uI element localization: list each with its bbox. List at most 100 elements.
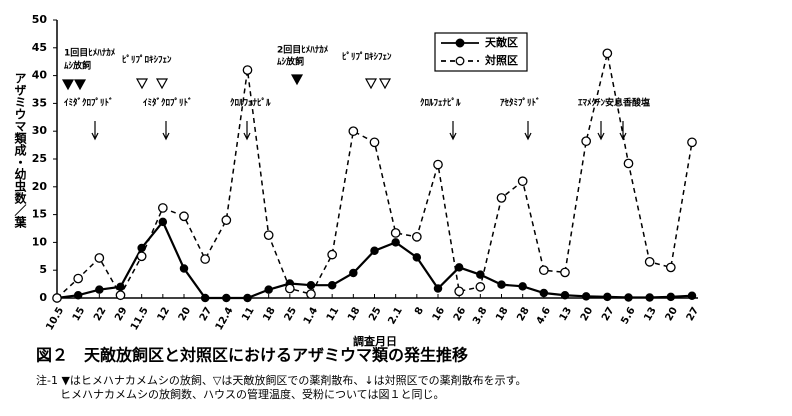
x-tick-label: 4.6 — [535, 305, 553, 326]
x-tick-label: 22 — [92, 305, 109, 323]
y-tick-label: 0 — [39, 291, 47, 304]
annotation: 2回目ﾋﾒﾊﾅｶﾒ — [277, 45, 329, 56]
arrow-head — [449, 132, 457, 141]
data-point — [327, 249, 338, 260]
note: ヒメハナカメムシの放飼数、ハウスの管理温度、受粉については図１と同じ。 — [60, 387, 444, 401]
data-point — [137, 243, 146, 253]
y-tick-label: 25 — [32, 152, 47, 165]
x-tick-label: 8 — [413, 305, 426, 317]
x-tick-label: 13 — [558, 305, 575, 323]
data-point — [518, 282, 527, 291]
data-point — [645, 293, 654, 302]
x-tick-label: 18 — [261, 305, 278, 323]
x-tick-label: 27 — [685, 305, 702, 323]
data-point — [539, 288, 549, 298]
data-point — [666, 292, 676, 302]
legend-label: 対照区 — [484, 53, 518, 67]
data-point — [581, 136, 592, 147]
x-tick-label: 16 — [431, 305, 448, 323]
data-point — [115, 290, 126, 301]
series-line — [56, 53, 693, 299]
data-point — [687, 291, 697, 301]
x-tick-label: 27 — [198, 305, 215, 323]
data-point — [306, 280, 316, 290]
data-point — [222, 293, 231, 303]
legend-label: 天敵区 — [485, 35, 518, 49]
y-tick-label: 45 — [32, 41, 47, 54]
data-point — [179, 264, 189, 273]
x-tick-label: 10.5 — [44, 305, 66, 332]
data-point — [369, 137, 380, 148]
data-point — [284, 283, 295, 294]
x-tick-label: 1.4 — [302, 305, 320, 326]
data-point — [200, 254, 211, 264]
data-point — [687, 137, 697, 148]
x-tick-label: 25 — [367, 305, 384, 323]
data-point — [73, 273, 84, 284]
data-point — [158, 217, 168, 227]
data-point — [179, 211, 189, 222]
y-tick-label: 35 — [32, 96, 47, 109]
data-point — [602, 48, 613, 59]
annotation: ｴﾏﾒｸﾁﾝ安息香酸塩 — [578, 97, 650, 109]
spray-marker — [155, 78, 169, 90]
data-point — [94, 253, 105, 263]
data-point — [242, 65, 253, 75]
x-axis-label: 調査月日 — [353, 334, 397, 348]
x-tick-label: 13 — [642, 305, 659, 323]
data-point — [73, 290, 83, 300]
data-point — [390, 228, 401, 238]
data-point — [665, 262, 676, 273]
data-point — [433, 159, 443, 170]
data-point — [349, 268, 358, 278]
arrow-head — [524, 132, 532, 141]
annotation: ｱｾﾀﾐﾌﾟﾘﾄﾞ — [500, 97, 541, 109]
x-tick-label: 18 — [494, 305, 511, 323]
legend-marker — [455, 56, 465, 66]
x-tick-label: 20 — [664, 305, 681, 323]
data-point — [497, 280, 506, 289]
y-tick-label: 5 — [39, 263, 47, 276]
data-point — [327, 280, 337, 290]
arrow-head — [243, 132, 251, 141]
release-marker — [61, 79, 75, 91]
data-point — [538, 265, 549, 276]
spray-marker — [364, 78, 378, 90]
data-point — [370, 246, 379, 255]
x-tick-label: 20 — [177, 305, 194, 323]
data-point — [52, 293, 62, 303]
data-point — [517, 176, 528, 187]
x-tick-label: 11 — [240, 305, 257, 323]
x-tick-label: 2.1 — [386, 305, 404, 326]
data-point — [560, 290, 570, 300]
y-tick-label: 15 — [32, 208, 47, 221]
annotation: 1回目ﾋﾒﾊﾅｶﾒ — [64, 48, 116, 59]
y-axis-label: アザミウマ類成・幼虫数／葉 — [13, 72, 27, 229]
legend-box — [434, 32, 528, 72]
arrow-head — [162, 132, 170, 141]
data-point — [221, 215, 232, 226]
x-tick-label: 3.8 — [471, 305, 489, 326]
annotation: ｸﾛﾙﾌｪﾅﾋﾟﾙ — [230, 97, 271, 109]
data-point — [264, 285, 273, 294]
x-tick-label: 11.5 — [129, 305, 151, 332]
annotation: ｲﾐﾀﾞｸﾛﾌﾟﾘﾄﾞ — [64, 97, 114, 109]
data-point — [623, 158, 634, 169]
data-point — [157, 203, 168, 213]
y-tick-label: 50 — [32, 13, 48, 26]
data-point — [200, 293, 210, 303]
arrow-head — [597, 132, 605, 141]
x-tick-label: 5.6 — [619, 305, 637, 326]
caption: 図２ 天敵放飼区と対照区におけるアザミウマ類の発生推移 — [36, 346, 468, 365]
data-point — [603, 292, 612, 302]
release-marker — [73, 79, 87, 91]
x-tick-label: 11 — [325, 305, 342, 323]
x-tick-label: 15 — [71, 305, 88, 323]
spray-marker — [135, 78, 149, 90]
y-tick-label: 30 — [32, 124, 48, 137]
data-point — [136, 251, 147, 262]
x-tick-label: 25 — [283, 305, 300, 323]
annotation: ﾋﾟﾘﾌﾟﾛｷｼﾌｪﾝ — [122, 54, 172, 66]
data-point — [560, 267, 570, 278]
